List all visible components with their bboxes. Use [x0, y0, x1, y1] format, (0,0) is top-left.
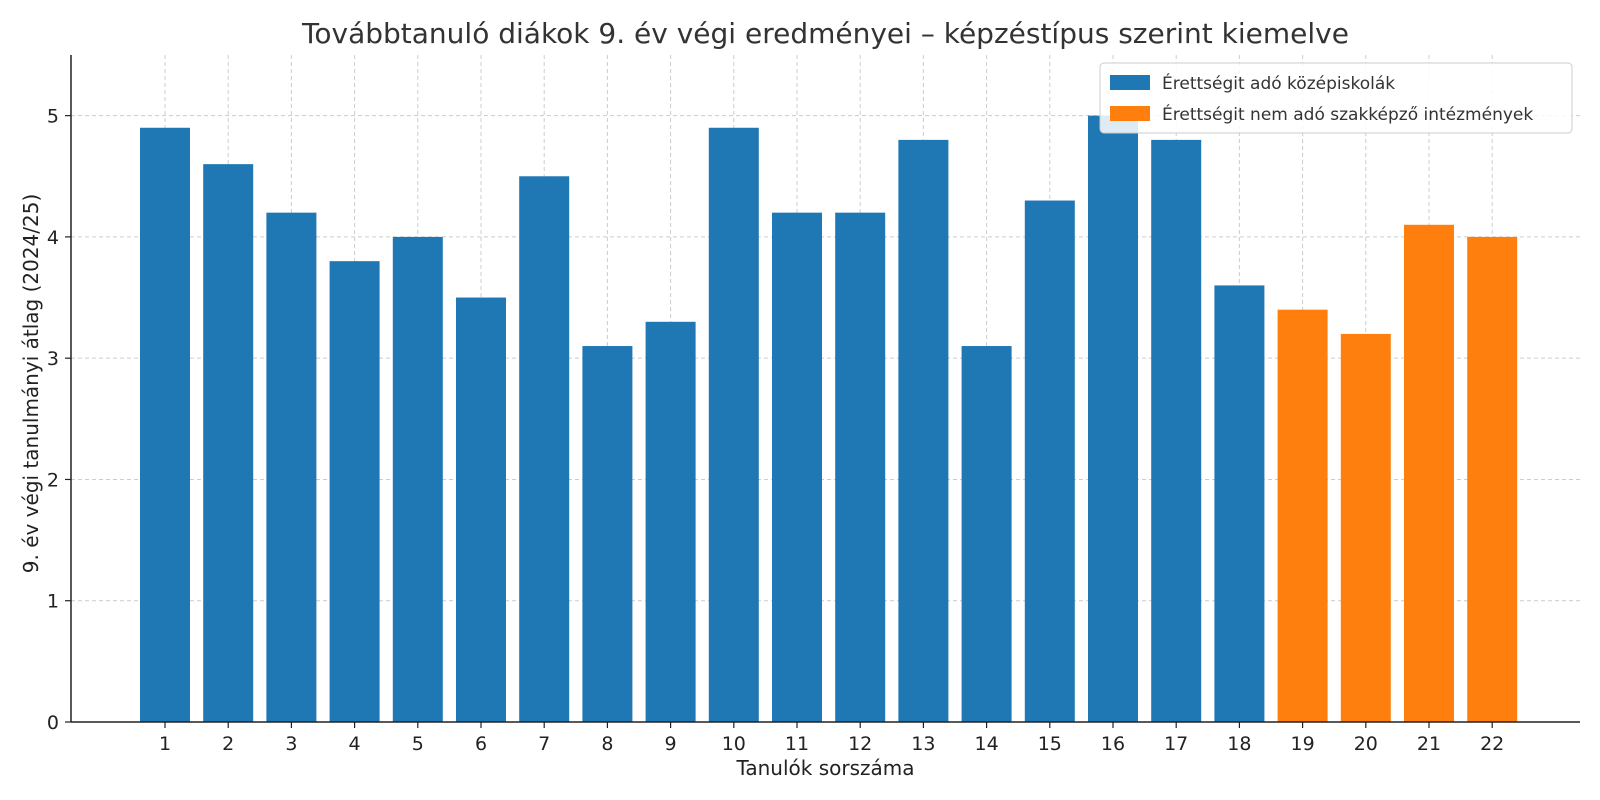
legend-entry: Érettségit nem adó szakképző intézmények	[1162, 103, 1533, 125]
x-tick-label: 11	[785, 733, 809, 755]
y-axis-label: 9. év végi tanulmányi átlag (2024/25)	[19, 194, 43, 574]
y-tick-label: 1	[47, 591, 59, 613]
bar-17	[1151, 139, 1202, 722]
bar-19	[1277, 309, 1328, 722]
x-tick-label: 22	[1480, 733, 1504, 755]
x-tick-label: 8	[601, 733, 613, 755]
x-tick-label: 2	[222, 733, 234, 755]
x-tick-label: 10	[722, 733, 746, 755]
chart-title: Továbbtanuló diákok 9. év végi eredménye…	[301, 17, 1349, 50]
x-tick-label: 19	[1291, 733, 1315, 755]
x-tick-label: 17	[1164, 733, 1188, 755]
y-tick-label: 0	[47, 712, 59, 734]
x-tick-label: 9	[665, 733, 677, 755]
bar-3	[266, 212, 317, 722]
x-tick-label: 20	[1354, 733, 1378, 755]
x-tick-label: 3	[285, 733, 297, 755]
y-tick-label: 4	[47, 227, 59, 249]
bar-15	[1024, 200, 1075, 722]
y-tick-label: 3	[47, 348, 59, 370]
x-tick-label: 13	[911, 733, 935, 755]
x-tick-label: 5	[412, 733, 424, 755]
bars	[140, 115, 1518, 723]
legend-frame	[1099, 62, 1573, 134]
x-tick-label: 7	[538, 733, 550, 755]
y-tick-label: 5	[47, 106, 59, 128]
x-tick-label: 1	[159, 733, 171, 755]
x-axis-label: Tanulók sorszáma	[735, 756, 914, 780]
bar-2	[203, 164, 254, 723]
x-tick-label: 6	[475, 733, 487, 755]
bar-21	[1404, 224, 1454, 723]
x-tick-label: 21	[1417, 733, 1441, 755]
bar-16	[1088, 115, 1138, 723]
legend-entry: Érettségit adó középiskolák	[1162, 72, 1395, 94]
bar-13	[898, 139, 949, 722]
bar-8	[582, 346, 633, 722]
bar-20	[1340, 333, 1391, 722]
legend: Érettségit adó középiskolák Érettségit ne…	[1099, 62, 1573, 134]
x-tick-label: 14	[975, 733, 999, 755]
bar-5	[392, 236, 443, 722]
legend-swatch	[1110, 106, 1150, 121]
bar-7	[519, 176, 570, 723]
x-tick-label: 18	[1227, 733, 1251, 755]
bar-22	[1467, 236, 1518, 722]
bar-4	[329, 261, 380, 722]
x-tick-label: 15	[1038, 733, 1062, 755]
x-tick-label: 4	[349, 733, 361, 755]
bar-1	[140, 127, 190, 723]
bar-10	[708, 127, 759, 723]
bar-9	[645, 321, 696, 722]
legend-swatch	[1110, 75, 1150, 90]
bar-12	[835, 212, 886, 722]
y-tick-label: 2	[47, 469, 59, 491]
bar-18	[1214, 285, 1265, 722]
x-tick-label: 12	[848, 733, 872, 755]
bar-11	[772, 212, 822, 722]
bar-6	[456, 297, 506, 722]
x-tick-label: 16	[1101, 733, 1125, 755]
bar-14	[961, 346, 1012, 722]
